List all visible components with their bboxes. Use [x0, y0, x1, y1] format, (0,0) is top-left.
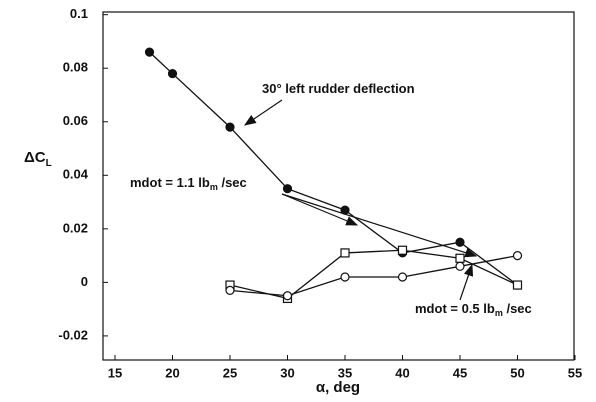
marker — [397, 272, 408, 282]
series-line — [229, 254, 518, 297]
annotation-arrow — [244, 99, 283, 126]
x-tick-label: 45 — [453, 365, 467, 380]
annotation-text: 30° left rudder deflection — [262, 81, 415, 96]
marker — [144, 47, 155, 57]
x-tick-label: 15 — [108, 365, 122, 380]
marker — [282, 184, 293, 194]
marker — [225, 122, 235, 132]
marker — [512, 280, 523, 290]
marker — [225, 285, 235, 295]
annotation-sub: m — [495, 308, 503, 318]
annotation: mdot = 0.5 lbm /sec — [415, 301, 532, 318]
x-tick-label: 50 — [510, 365, 524, 380]
annotation-arrow — [281, 193, 359, 226]
x-tick-label: 40 — [395, 365, 409, 380]
marker — [512, 251, 523, 261]
y-tick-label: 0.1 — [70, 6, 88, 21]
x-tick-label: 20 — [165, 365, 179, 380]
annotation: mdot = 1.1 lbm /sec — [130, 175, 247, 192]
marker — [167, 68, 178, 79]
y-tick-label: -0.02 — [58, 327, 88, 342]
annotation: 30° left rudder deflection — [262, 81, 415, 96]
plot-frame — [102, 11, 575, 361]
y-tick-label: 0.02 — [63, 220, 88, 235]
marker — [397, 245, 408, 255]
y-axis-label-main: ΔC — [24, 149, 46, 166]
annotation-arrow — [459, 263, 474, 301]
annotation-rest: /sec — [218, 175, 247, 190]
annotation-arrow — [281, 193, 478, 258]
marker — [340, 272, 350, 282]
marker — [455, 237, 465, 247]
y-tick-label: 0 — [81, 274, 88, 289]
x-tick-label: 55 — [568, 365, 582, 380]
x-tick-label: 30 — [280, 365, 294, 380]
x-axis-label: α, deg — [316, 379, 360, 396]
x-tick-label: 35 — [338, 365, 352, 380]
y-tick-label: 0.08 — [63, 60, 88, 75]
annotation-text: mdot = 1.1 lb — [130, 175, 210, 190]
x-tick-label: 25 — [223, 365, 237, 380]
annotation-rest: /sec — [503, 301, 532, 316]
annotation-sub: m — [210, 182, 218, 192]
y-tick-label: 0.06 — [63, 113, 88, 128]
y-axis-label: ΔCL — [24, 149, 52, 169]
marker — [455, 261, 465, 271]
y-tick-label: 0.04 — [63, 167, 89, 182]
annotation-text: mdot = 0.5 lb — [415, 301, 495, 316]
series-line — [149, 51, 518, 286]
series-line — [229, 249, 518, 300]
marker — [282, 291, 293, 301]
marker — [455, 253, 465, 263]
y-axis-label-sub: L — [46, 158, 52, 169]
marker — [340, 248, 350, 258]
